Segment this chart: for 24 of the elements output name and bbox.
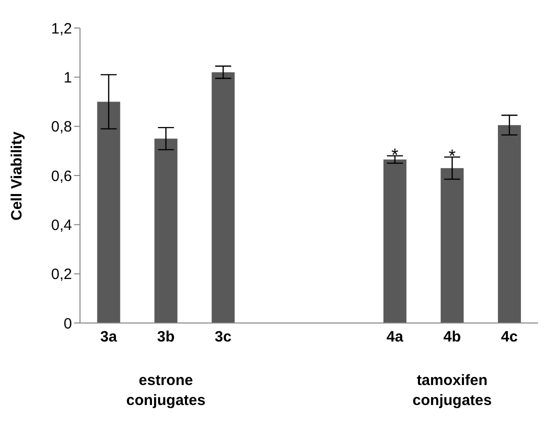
y-tick-label: 1,2 [51,20,72,38]
y-tick-label: 0,2 [51,266,72,284]
bar [383,160,406,323]
y-tick-label: 0,4 [51,216,72,234]
y-tick-label: 0 [64,315,72,332]
x-tick-label: 3a [100,328,118,346]
bar [212,72,235,323]
x-tick-label: 3c [214,328,232,346]
text: estrone conjugates [125,371,206,411]
bar [97,102,120,323]
x-tick-label: 4b [443,328,461,346]
x-tick-label: 3b [157,328,175,346]
y-tick-label: 0,8 [51,118,72,136]
bar [154,138,178,323]
y-tick-label: 1 [64,69,72,86]
x-tick-label: 4c [501,328,518,346]
x-tick-label: 4a [386,328,404,346]
y-tick-label: 0,6 [51,168,72,185]
annotation: * [391,144,398,165]
bar [440,168,464,323]
y-axis-title: Cell Viability [8,130,26,220]
text: tamoxifen conjugates [412,371,493,411]
bar [498,125,521,323]
annotation: * [448,146,456,166]
